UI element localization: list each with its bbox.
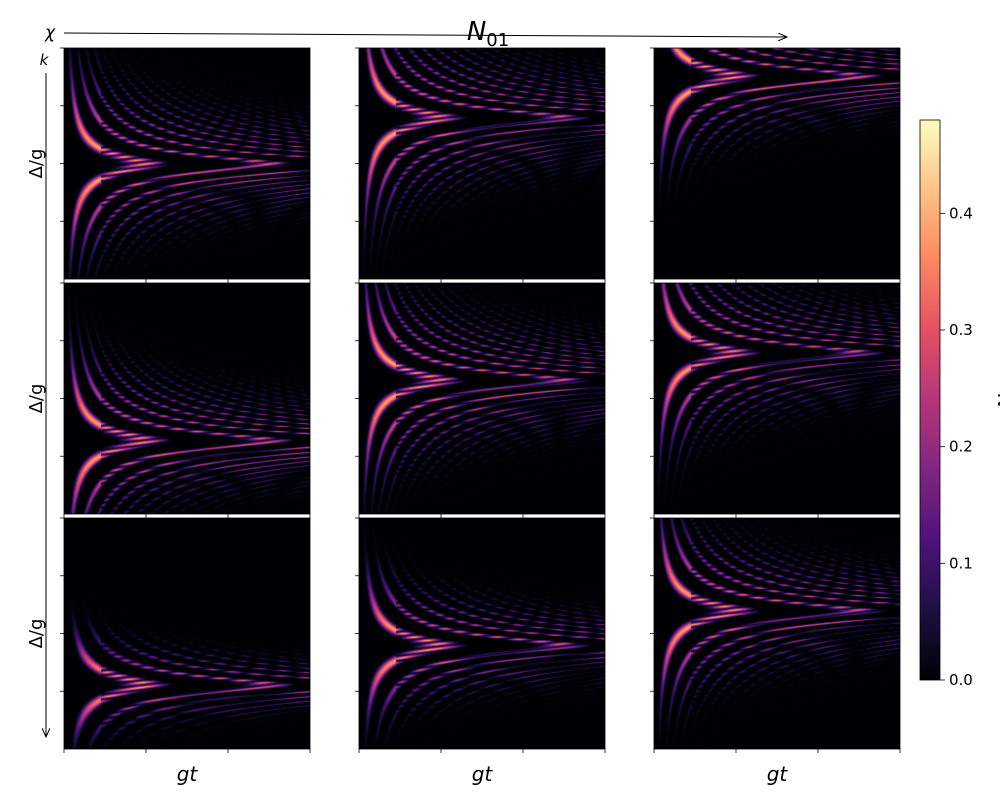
figure-title: N01 (467, 17, 509, 51)
row-ylabels: Δ/g Δ/g Δ/g (26, 149, 47, 649)
heatmap-canvas (359, 518, 605, 749)
heatmap-canvas (64, 518, 310, 749)
colorbar-tick-label: 0.1 (949, 554, 973, 572)
heatmap-canvas (654, 283, 900, 514)
heatmap-panel-r1c1 (355, 282, 606, 518)
heatmap-panels (60, 47, 901, 753)
colorbar-label: N (993, 393, 1000, 408)
heatmap-panel-r1c2 (650, 282, 901, 518)
heatmap-canvas (64, 48, 310, 279)
heatmap-panel-r2c1 (355, 517, 606, 753)
heatmap-panel-r2c2 (650, 517, 901, 753)
heatmap-canvas (64, 283, 310, 514)
heatmap-canvas (654, 518, 900, 749)
colorbar-tick-label: 0.2 (949, 438, 973, 456)
colorbar-tick-label: 0.0 (949, 671, 973, 689)
col-xlabel-2: gt (767, 762, 789, 786)
chi-arrow (63, 32, 787, 37)
heatmap-panel-r2c0 (60, 517, 311, 753)
heatmap-panel-r1c0 (60, 282, 311, 518)
colorbar (919, 119, 941, 681)
colorbar-tick-label: 0.4 (949, 204, 973, 222)
col-xlabel-0: gt (177, 762, 199, 786)
row-ylabel-2: Δ/g (26, 619, 47, 649)
heatmap-canvas (359, 48, 605, 279)
heatmap-canvas (359, 283, 605, 514)
k-label: k (40, 51, 50, 69)
heatmap-panel-r0c2 (650, 47, 901, 283)
heatmap-canvas (654, 48, 900, 279)
colorbar-ticks: 0.0 0.1 0.2 0.3 0.4 (940, 204, 973, 689)
col-xlabel-1: gt (472, 762, 494, 786)
row-ylabel-0: Δ/g (26, 149, 47, 179)
heatmap-panel-r0c0 (60, 47, 311, 283)
col-xlabels: gt gt gt (177, 762, 789, 786)
colorbar-tick-label: 0.3 (949, 321, 973, 339)
heatmap-panel-r0c1 (355, 47, 606, 283)
row-ylabel-1: Δ/g (26, 384, 47, 414)
chi-label: χ (44, 23, 56, 43)
